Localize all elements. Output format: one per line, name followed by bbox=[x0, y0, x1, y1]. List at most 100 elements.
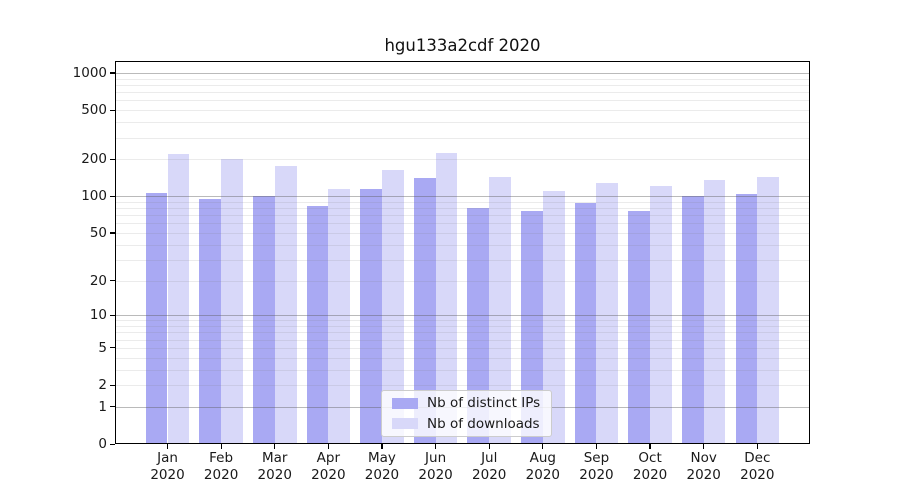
gridline-10 bbox=[116, 315, 809, 317]
chart-title: hgu133a2cdf 2020 bbox=[384, 36, 541, 55]
gridline-500 bbox=[116, 110, 809, 112]
bar-ips-aug bbox=[521, 211, 543, 444]
x-tick-mark-jul bbox=[488, 444, 490, 449]
legend: Nb of distinct IPs Nb of downloads bbox=[381, 390, 552, 437]
bar-ips-feb bbox=[199, 199, 222, 444]
bar-downloads-apr bbox=[328, 189, 351, 444]
x-tick-label-oct: Oct 2020 bbox=[632, 450, 668, 483]
gridline-90 bbox=[116, 201, 809, 203]
y-tick-mark-100 bbox=[110, 195, 115, 197]
x-tick-label-nov: Nov 2020 bbox=[686, 450, 721, 483]
bar-downloads-sep bbox=[596, 182, 619, 444]
y-tick-mark-1000 bbox=[110, 72, 115, 74]
gridline-100 bbox=[116, 196, 809, 198]
gridline-9 bbox=[116, 320, 809, 322]
bar-ips-nov bbox=[681, 196, 704, 444]
y-tick-label-10: 10 bbox=[89, 307, 107, 324]
x-tick-label-may: May 2020 bbox=[364, 450, 400, 483]
x-tick-label-aug: Aug 2020 bbox=[525, 450, 560, 483]
bar-downloads-oct bbox=[650, 186, 672, 444]
gridline-70 bbox=[116, 215, 809, 217]
legend-swatch-downloads bbox=[392, 418, 418, 430]
gridline-7 bbox=[116, 332, 809, 334]
y-tick-label-500: 500 bbox=[81, 102, 107, 119]
y-tick-label-0: 0 bbox=[98, 436, 107, 452]
bar-downloads-may bbox=[381, 170, 404, 444]
x-tick-mark-jun bbox=[435, 444, 437, 449]
x-tick-mark-aug bbox=[542, 444, 544, 449]
x-tick-mark-apr bbox=[327, 444, 329, 449]
gridline-8 bbox=[116, 326, 809, 327]
y-tick-mark-50 bbox=[110, 232, 115, 234]
y-tick-label-20: 20 bbox=[89, 272, 107, 289]
gridline-1000 bbox=[116, 72, 809, 74]
y-tick-label-1: 1 bbox=[98, 398, 107, 415]
gridline-20 bbox=[116, 280, 809, 282]
bar-downloads-jun bbox=[435, 153, 458, 444]
bar-downloads-jul bbox=[489, 176, 512, 444]
y-tick-mark-10 bbox=[110, 314, 115, 316]
bar-ips-jun bbox=[413, 178, 436, 444]
gridline-800 bbox=[116, 84, 809, 86]
gridline-300 bbox=[116, 137, 809, 139]
gridline-200 bbox=[116, 159, 809, 161]
x-tick-mark-feb bbox=[220, 444, 222, 449]
legend-label: Nb of distinct IPs bbox=[427, 395, 541, 412]
y-tick-mark-500 bbox=[110, 109, 115, 111]
bar-downloads-feb bbox=[221, 159, 243, 444]
x-tick-label-jul: Jul 2020 bbox=[472, 450, 507, 483]
y-tick-mark-200 bbox=[110, 158, 115, 160]
gridline-3 bbox=[116, 369, 809, 371]
bar-ips-sep bbox=[574, 202, 597, 444]
x-tick-mark-mar bbox=[274, 444, 276, 449]
x-tick-mark-dec bbox=[756, 444, 758, 449]
bar-downloads-mar bbox=[274, 166, 297, 444]
gridline-30 bbox=[116, 259, 809, 261]
bar-ips-oct bbox=[628, 211, 651, 444]
x-tick-label-dec: Dec 2020 bbox=[740, 450, 775, 483]
y-tick-label-2: 2 bbox=[98, 377, 107, 393]
gridline-80 bbox=[116, 208, 809, 210]
x-tick-mark-jan bbox=[166, 444, 169, 449]
legend-label: Nb of downloads bbox=[427, 415, 540, 432]
x-tick-mark-nov bbox=[703, 444, 705, 449]
gridline-600 bbox=[116, 100, 809, 102]
y-tick-mark-2 bbox=[110, 384, 115, 386]
x-tick-label-sep: Sep 2020 bbox=[579, 450, 614, 483]
y-tick-label-100: 100 bbox=[81, 188, 107, 205]
gridline-6 bbox=[116, 339, 809, 341]
gridline-60 bbox=[116, 223, 809, 225]
bar-ips-jul bbox=[467, 208, 490, 444]
y-tick-label-1000: 1000 bbox=[72, 64, 107, 81]
bar-downloads-nov bbox=[703, 179, 726, 444]
x-tick-label-mar: Mar 2020 bbox=[257, 450, 292, 483]
x-tick-mark-oct bbox=[649, 444, 651, 449]
gridline-900 bbox=[116, 78, 809, 80]
bar-downloads-dec bbox=[757, 177, 780, 444]
gridline-2 bbox=[116, 385, 809, 386]
x-tick-label-jan: Jan 2020 bbox=[150, 450, 185, 483]
gridline-4 bbox=[116, 357, 809, 359]
y-tick-label-50: 50 bbox=[89, 224, 107, 241]
bar-downloads-aug bbox=[542, 190, 565, 444]
legend-item: Nb of distinct IPs bbox=[392, 394, 541, 413]
bar-downloads-jan bbox=[167, 154, 190, 444]
y-tick-mark-20 bbox=[110, 280, 115, 282]
gridline-50 bbox=[116, 232, 809, 234]
gridline-700 bbox=[116, 92, 809, 94]
x-tick-label-apr: Apr 2020 bbox=[311, 450, 346, 483]
bar-ips-apr bbox=[306, 206, 329, 444]
x-tick-label-jun: Jun 2020 bbox=[418, 450, 453, 483]
x-tick-mark-may bbox=[381, 444, 383, 449]
bar-ips-dec bbox=[735, 194, 758, 444]
x-tick-label-feb: Feb 2020 bbox=[203, 450, 239, 483]
gridline-5 bbox=[116, 347, 809, 349]
y-tick-mark-5 bbox=[110, 347, 115, 349]
x-tick-mark-sep bbox=[595, 444, 598, 449]
legend-item: Nb of downloads bbox=[392, 415, 541, 434]
gridline-400 bbox=[116, 122, 809, 124]
bar-ips-may bbox=[360, 189, 382, 444]
y-tick-label-200: 200 bbox=[81, 151, 107, 168]
gridline-40 bbox=[116, 244, 809, 246]
